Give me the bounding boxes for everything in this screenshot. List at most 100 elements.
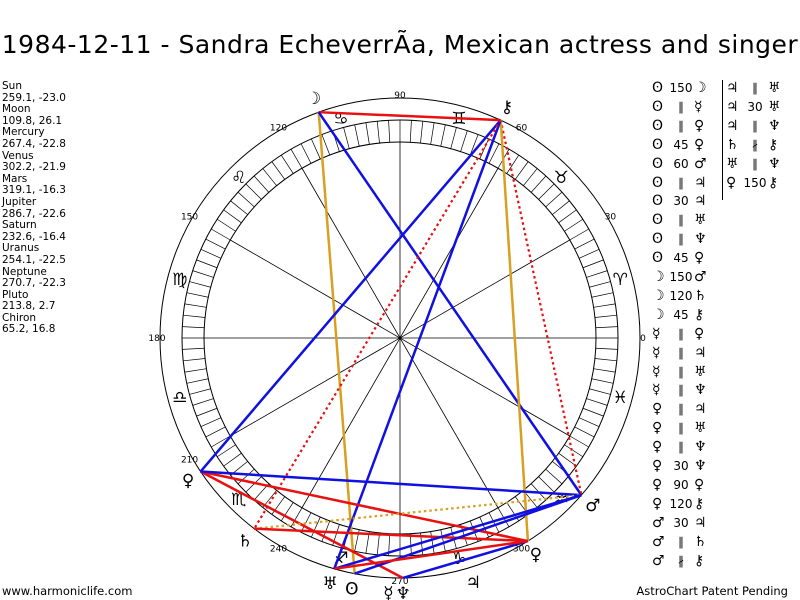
aspect-grid-row: ♀ ∥ ♃ [652,401,710,418]
site-url[interactable]: www.harmoniclife.com [2,584,133,598]
degree-tick [558,452,577,467]
aspect-planet-b-icon: ⚷ [768,174,779,191]
aspect-type-label: 120 [669,496,693,511]
aspect-planet-b-icon: ⚷ [694,495,705,512]
aspect-planet-a-icon: ʘ [652,193,664,210]
aspect-line [199,470,404,580]
aspect-planet-a-icon: ♀ [652,458,663,474]
degree-tick [564,444,584,458]
degree-tick [506,154,520,174]
aspect-line [333,119,502,570]
aspect-planet-a-icon: ☽ [652,306,665,323]
aspect-planet-b-icon: ♃ [694,401,707,418]
degree-tick [189,388,211,395]
degree-tick [582,407,604,417]
aspect-type-label: ∥ [752,81,758,95]
aspect-line [499,119,583,496]
degree-tick [183,358,206,362]
degree-tick [223,452,242,467]
degree-tick [184,303,207,308]
aspect-grid-row: ʘ ∥ ♀ [652,118,710,135]
zodiac-sign-icon: ♓ [613,388,628,408]
planet-position-venus: 302.2, -21.9 [2,161,66,174]
planet-position-chiron: 65.2, 16.8 [2,323,56,336]
degree-tick [569,435,589,448]
aspect-planet-b-icon: ♆ [694,231,707,248]
degree-tick [460,130,468,152]
aspect-planet-b-icon: ♆ [694,458,707,474]
aspect-planet-a-icon: ♀ [652,495,663,512]
degree-tick [186,292,209,298]
aspect-grid-divider [722,80,723,200]
axis-line [230,239,570,437]
aspect-type-label: 150 [743,175,767,190]
degree-tick [409,120,412,143]
degree-tick [211,228,231,241]
degree-tick [545,468,563,485]
degree-tick [205,238,226,250]
degree-tick [569,228,589,241]
aspect-planet-b-icon: ♀ [694,117,705,134]
aspect-planet-b-icon: ♀ [694,136,705,153]
degree-tick [216,444,236,458]
zodiac-sign-icon: ♑ [451,549,466,569]
degree-tick [440,124,446,147]
aspect-grid-row: ♃ ∥ ♅ [726,80,784,97]
degree-tick [245,183,262,200]
degree-label: 150 [181,213,198,223]
degree-label: 90 [394,91,406,101]
degree-tick [450,127,457,149]
aspect-grid-row: ☽ 45 ⚷ [652,307,710,324]
aspect-planet-a-icon: ♀ [652,401,663,418]
planet-sun-icon: ʘ [345,579,358,599]
aspect-line [200,470,529,543]
aspect-type-label: ∥ [678,364,684,379]
degree-label: 240 [270,544,287,554]
aspect-grid-row: ♂ ∥ ♄ [652,534,710,551]
degree-tick [300,512,312,533]
aspect-line [333,493,582,571]
planet-name-mars: Mars [2,172,28,185]
planet-name-chiron: Chiron [2,311,37,324]
aspect-planet-a-icon: ♃ [726,117,739,134]
aspect-planet-a-icon: ♂ [652,552,665,569]
aspect-planet-b-icon: ♃ [694,174,707,191]
degree-tick [586,398,608,406]
aspect-planet-a-icon: ♅ [726,155,739,172]
aspect-type-label: 150 [669,270,693,284]
aspect-planet-a-icon: ʘ [652,231,664,248]
degree-tick [582,259,604,269]
degree-tick [216,218,236,232]
degree-tick [538,476,555,493]
planet-position-pluto: 213.8, 2.7 [2,300,56,313]
degree-label: 0 [640,334,646,344]
aspect-type-label: 30 [673,515,689,530]
outer-circle [159,97,641,579]
aspect-planet-a-icon: ʘ [652,80,664,96]
aspect-line [253,119,502,530]
aspect-planet-a-icon: ♀ [726,174,737,191]
degree-tick [182,347,205,350]
aspect-type-label: 45 [673,251,689,266]
aspect-planet-b-icon: ♄ [694,287,707,304]
aspect-planet-a-icon: ♂ [652,514,665,531]
aspect-type-label: 60 [673,156,689,171]
aspect-grid-row: ʘ 150 ☽ [652,80,710,97]
aspect-grid-row: ♀ 90 ♀ [652,477,710,494]
aspect-planet-a-icon: ♀ [652,476,663,493]
degree-tick [365,122,370,145]
aspect-planet-a-icon: ♀ [652,420,663,437]
planet-jupiter-icon: ♃ [466,573,481,593]
degree-tick [365,531,370,554]
degree-tick [321,134,331,156]
degree-tick [183,314,206,318]
aspect-type-label: ∦ [752,137,758,152]
planet-name-pluto: Pluto [2,288,29,301]
aspect-grid-row: ʘ ∥ ☿ [652,99,710,116]
aspect-type-label: ∥ [678,421,684,436]
degree-label: 180 [148,334,165,344]
aspect-type-label: ∥ [678,534,684,549]
aspect-type-label: ∥ [678,402,684,417]
aspect-planet-a-icon: ♄ [726,136,739,153]
degree-tick [245,476,262,493]
